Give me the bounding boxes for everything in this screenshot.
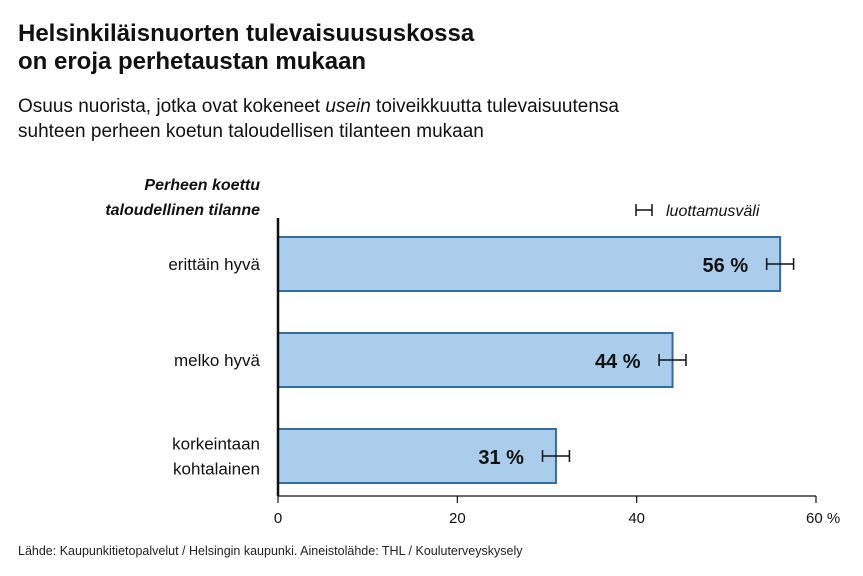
data-label: 44 % xyxy=(595,351,641,373)
data-label: 56 % xyxy=(703,255,749,277)
chart-title: Helsinkiläisnuorten tulevaisuususkossa o… xyxy=(18,20,474,76)
x-tick-label: 40 xyxy=(628,510,645,527)
chart-subtitle: Osuus nuorista, jotka ovat kokeneet usei… xyxy=(18,94,848,144)
subtitle-part1: Osuus nuorista, jotka ovat kokeneet xyxy=(18,96,326,117)
source-note: Lähde: Kaupunkitietopalvelut / Helsingin… xyxy=(18,544,523,558)
x-tick-label: 0 xyxy=(274,510,282,527)
category-label: melko hyvä xyxy=(174,351,261,370)
chart-title-line2: on eroja perhetaustan mukaan xyxy=(18,48,367,75)
subtitle-line2: suhteen perheen koetun taloudellisen til… xyxy=(18,121,484,142)
x-tick-label: 20 xyxy=(449,510,466,527)
subtitle-part2: toiveikkuutta tulevaisuutensa xyxy=(370,96,619,117)
chart-title-line1: Helsinkiläisnuorten tulevaisuususkossa xyxy=(18,20,475,47)
subtitle-emphasis: usein xyxy=(325,96,371,117)
y-axis-title-line1: Perheen koettu xyxy=(144,177,260,194)
category-label: kohtalainen xyxy=(173,460,260,479)
x-tick-label: 60 % xyxy=(806,510,840,527)
data-label: 31 % xyxy=(478,447,524,469)
legend-label: luottamusväli xyxy=(666,203,760,220)
y-axis-title-line2: taloudellinen tilanne xyxy=(105,202,260,219)
bar xyxy=(277,332,674,388)
category-label: korkeintaan xyxy=(172,435,260,454)
plot-area: Perheen koettu taloudellinen tilanne 0 20 40… xyxy=(105,177,840,527)
category-label: erittäin hyvä xyxy=(168,255,260,274)
